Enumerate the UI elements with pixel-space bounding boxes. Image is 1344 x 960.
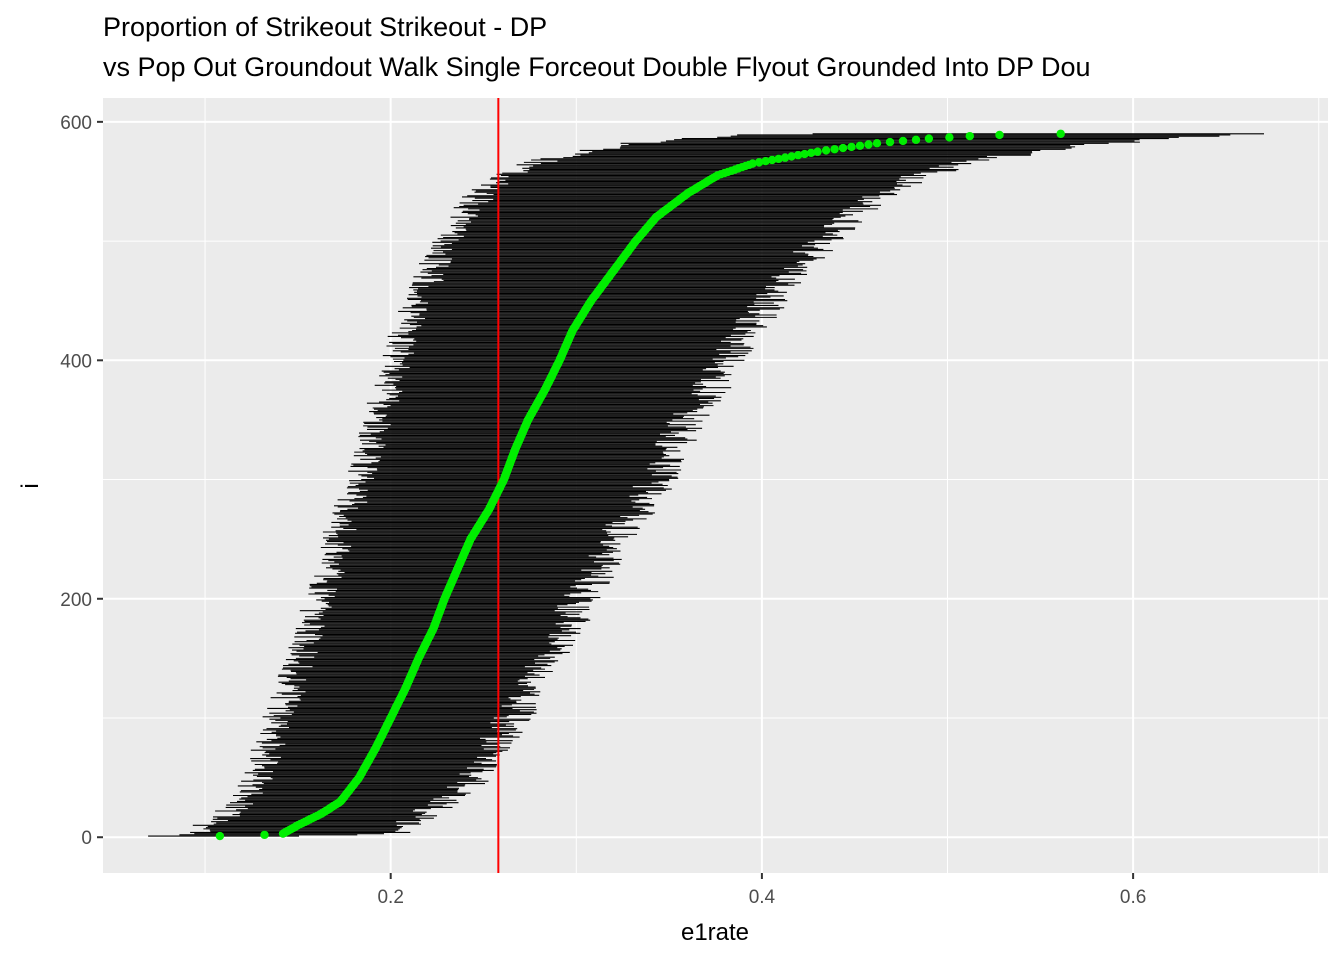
data-point xyxy=(864,140,873,149)
data-point xyxy=(793,151,803,160)
data-point xyxy=(885,137,895,147)
x-tick-label: 0.2 xyxy=(377,887,403,908)
data-point xyxy=(945,133,954,142)
y-tick-label: 400 xyxy=(60,351,92,372)
data-point xyxy=(1056,129,1065,138)
data-point xyxy=(821,146,831,155)
data-point xyxy=(215,831,225,841)
data-point xyxy=(761,156,770,166)
data-point xyxy=(787,152,796,161)
y-tick-label: 200 xyxy=(60,590,92,611)
data-point xyxy=(800,149,809,159)
data-point xyxy=(774,154,783,164)
data-point xyxy=(260,830,269,840)
x-tick-label: 0.4 xyxy=(749,887,776,908)
data-point xyxy=(995,130,1004,140)
data-points xyxy=(215,129,1065,841)
data-point xyxy=(838,143,848,153)
data-point xyxy=(806,148,816,158)
data-point xyxy=(830,145,839,154)
x-axis-label: e1rate xyxy=(681,919,749,946)
y-tick-label: 600 xyxy=(60,113,92,134)
chart-subtitle: vs Pop Out Groundout Walk Single Forceou… xyxy=(103,52,1091,82)
y-axis: 0 200 400 600 xyxy=(60,113,103,849)
data-point xyxy=(911,135,921,144)
data-point xyxy=(965,131,974,141)
data-point xyxy=(847,142,856,152)
y-tick-label: 0 xyxy=(81,828,92,849)
data-point xyxy=(855,141,865,150)
data-point xyxy=(748,159,757,168)
x-axis: 0.2 0.4 0.6 xyxy=(377,873,1146,908)
data-point xyxy=(813,147,822,156)
data-point xyxy=(924,134,934,143)
y-axis-label: i xyxy=(17,483,44,488)
data-point xyxy=(898,136,908,146)
data-point xyxy=(780,153,790,162)
data-point xyxy=(754,158,764,167)
data-point xyxy=(872,139,882,148)
interval-segments xyxy=(148,133,1264,837)
x-tick-label: 0.6 xyxy=(1120,887,1146,908)
plot-panel xyxy=(103,98,1328,873)
data-point xyxy=(767,155,777,165)
chart-title: Proportion of Strikeout Strikeout - DP xyxy=(103,12,548,42)
